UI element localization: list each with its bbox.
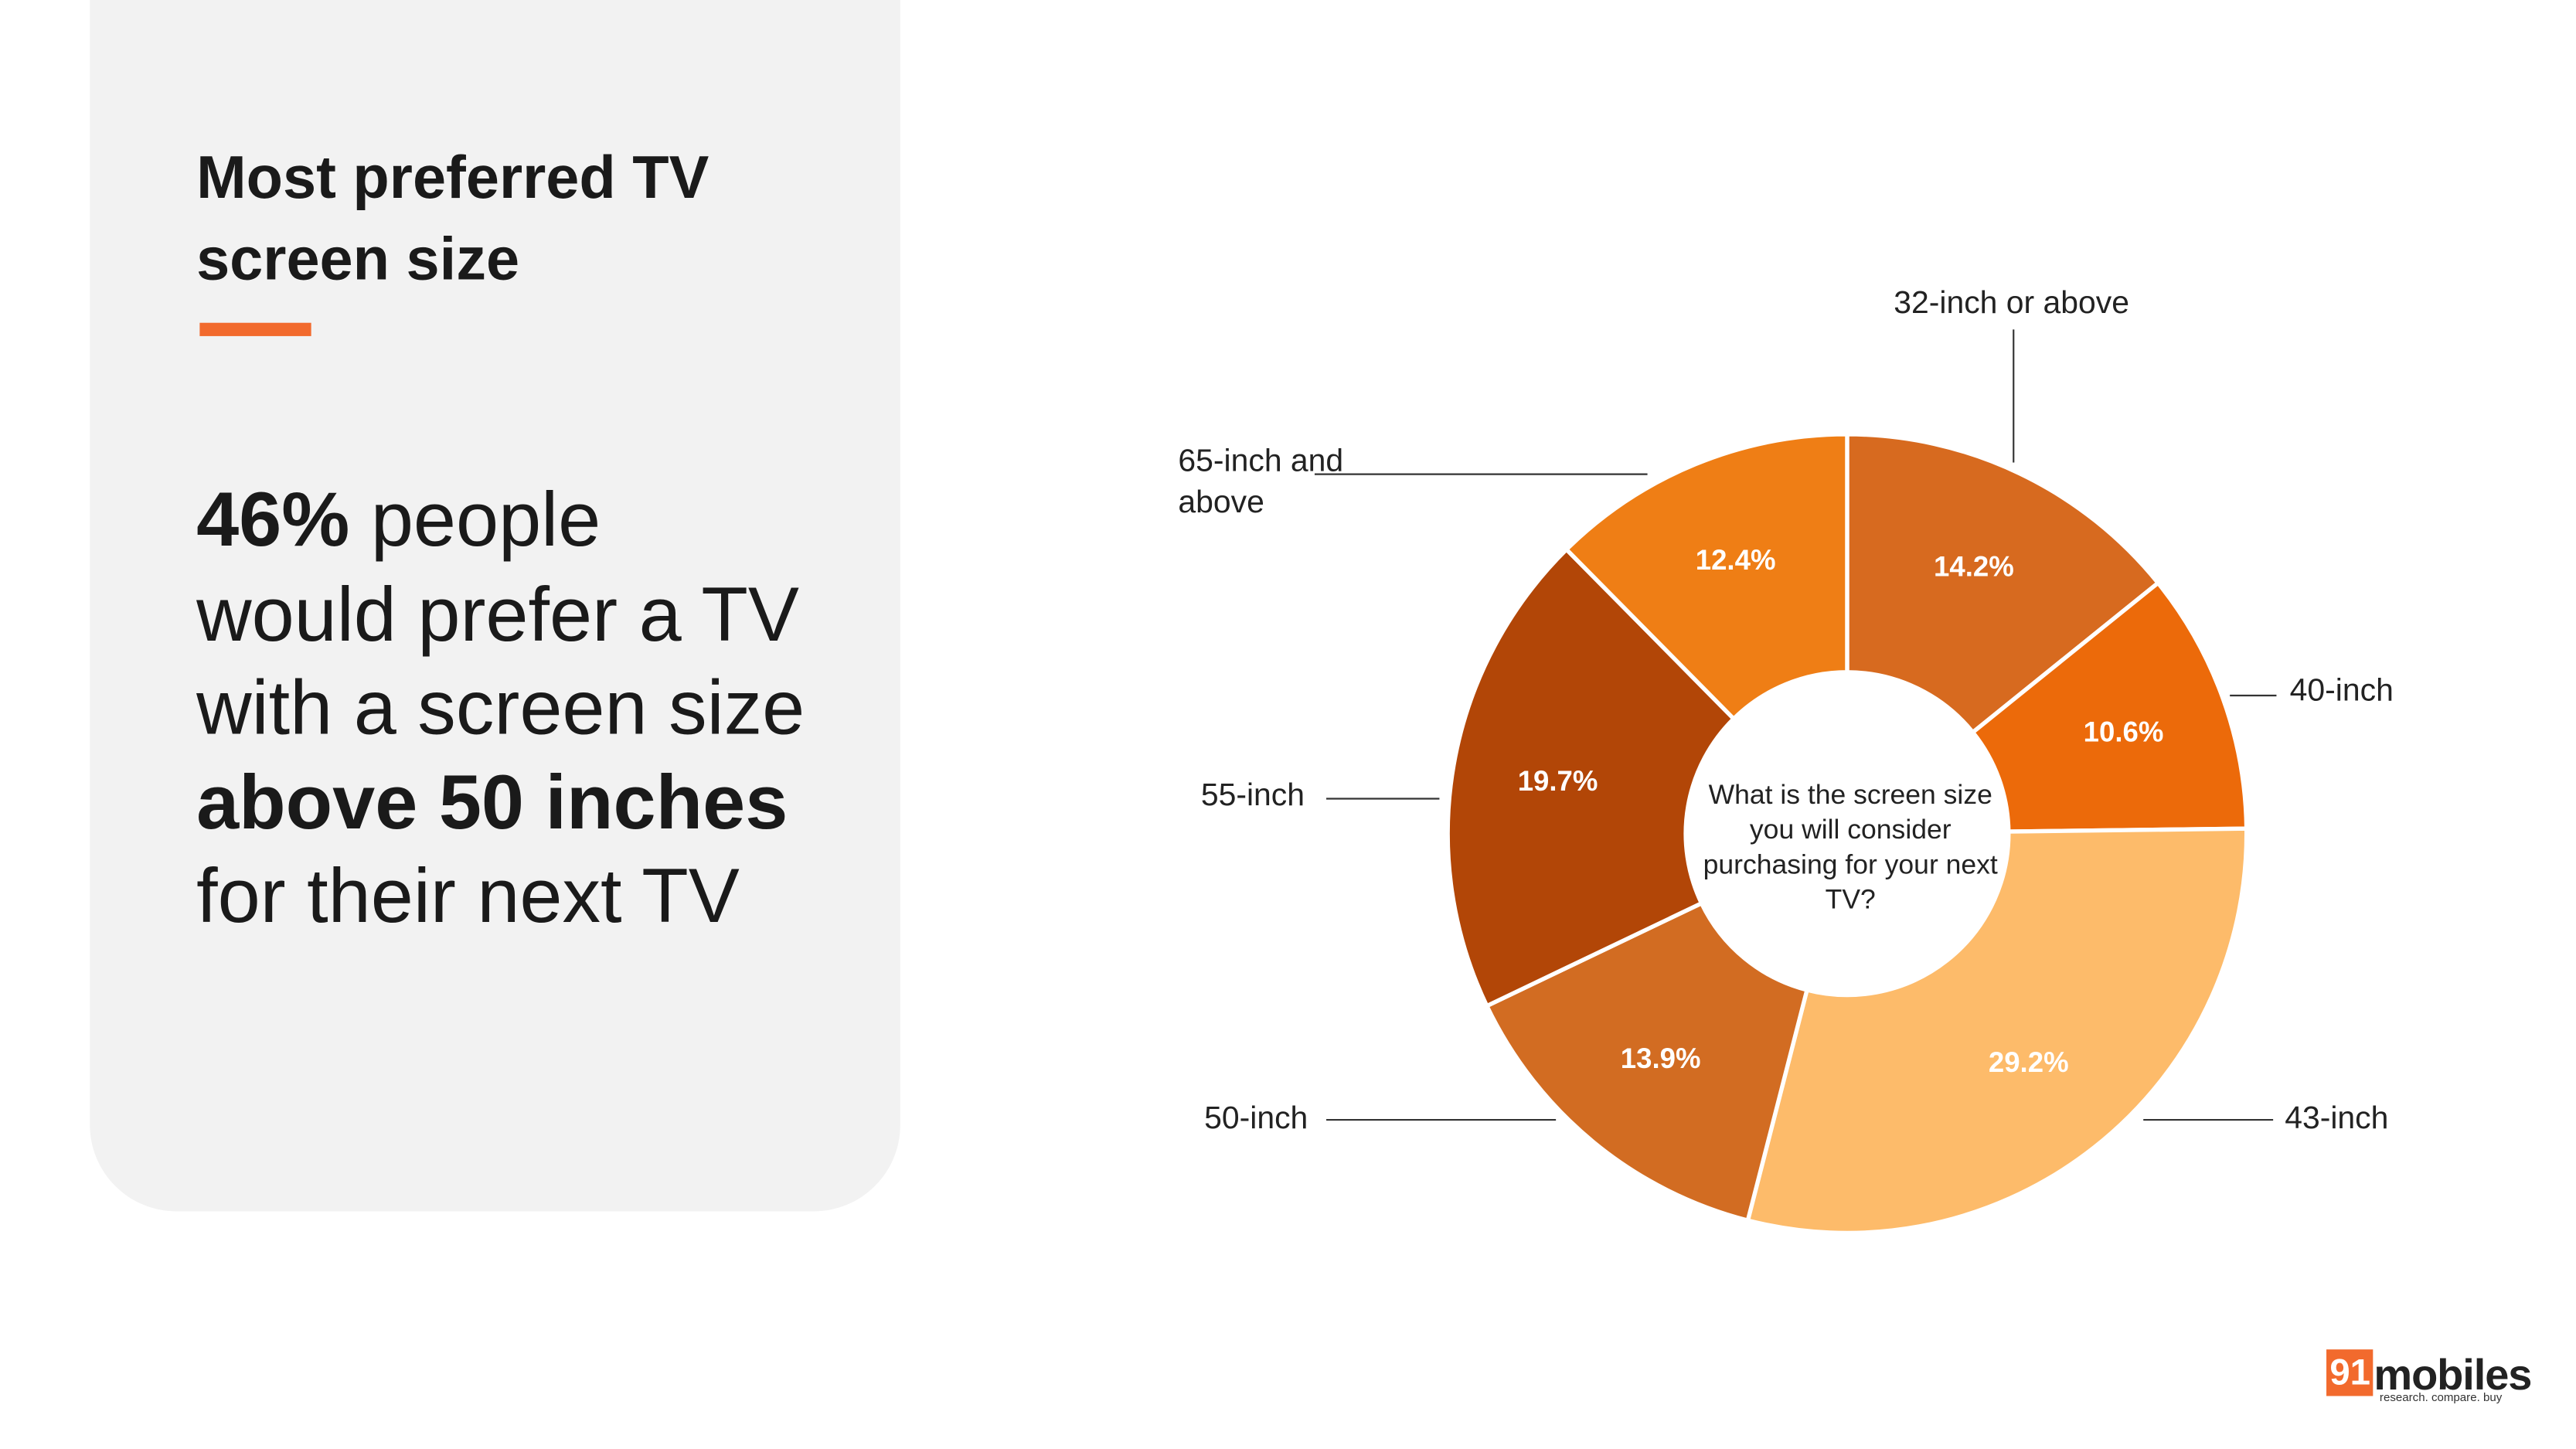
value-label: 14.2% (1934, 551, 2014, 583)
body-text: for their next TV (196, 852, 740, 939)
category-label: 43-inch (2285, 1101, 2389, 1137)
donut-slice (1484, 900, 1810, 1223)
info-panel (90, 0, 900, 1212)
panel-body: 46% people would prefer a TV with a scre… (196, 472, 812, 942)
donut-slice (1564, 432, 1849, 722)
donut-slice (1745, 826, 2249, 1236)
center-label: What is the screen size you will conside… (1703, 780, 1998, 916)
donut-slice (1969, 580, 2249, 834)
value-label: 29.2% (1989, 1046, 2069, 1078)
panel-title: Most preferred TV screen size (196, 143, 710, 293)
donut-slice (1445, 546, 1737, 1009)
logo-tagline: research. compare. buy (2379, 1393, 2503, 1405)
category-label: 55-inch (1200, 778, 1305, 814)
value-label: 12.4% (1696, 544, 1776, 576)
value-label: 13.9% (1621, 1043, 1701, 1074)
logo: 91 mobiles research. compare. buy (2326, 1349, 2532, 1406)
value-label: 19.7% (1518, 765, 1598, 797)
logo-mark: 91 (2326, 1349, 2374, 1396)
body-text: 46% (196, 475, 350, 563)
value-label: 10.6% (2084, 716, 2164, 748)
body-text: people would prefer a TV with a screen s… (196, 475, 805, 751)
category-label: 40-inch (2289, 674, 2394, 709)
accent-bar (199, 322, 311, 336)
body-text: above 50 inches (196, 757, 788, 845)
category-label: 32-inch or above (1894, 286, 2129, 321)
logo-name: mobiles (2374, 1349, 2532, 1400)
category-label: 50-inch (1204, 1101, 1308, 1137)
category-label: 65-inch and above (1178, 444, 1344, 521)
donut-slice (1845, 432, 2161, 736)
